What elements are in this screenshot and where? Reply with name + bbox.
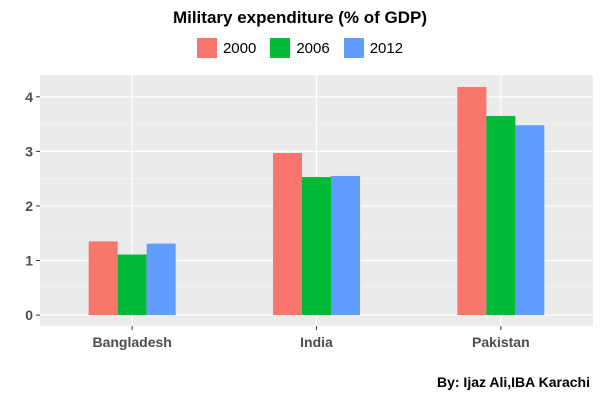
chart-title: Military expenditure (% of GDP) — [172, 8, 428, 27]
legend-label-2006: 2006 — [296, 39, 330, 57]
legend-item-2000: 2000 — [196, 38, 257, 58]
legend-key-2012 — [343, 38, 364, 58]
legend-key-2006 — [270, 38, 291, 58]
legend-label-2000: 2000 — [222, 39, 257, 57]
bar-pakistan-2006 — [486, 115, 516, 316]
legend-label-2012: 2012 — [369, 39, 404, 57]
y-tick-label: 4 — [25, 89, 33, 105]
legend-key-2000 — [196, 38, 217, 58]
bar-bangladesh-2006 — [117, 254, 147, 316]
y-tick-label: 1 — [25, 253, 33, 269]
bar-india-2000 — [273, 153, 302, 316]
y-tick-label: 3 — [25, 143, 33, 159]
bar-pakistan-2000 — [457, 87, 487, 316]
bar-pakistan-2012 — [515, 125, 545, 316]
bar-bangladesh-2000 — [88, 241, 118, 316]
legend-item-2012: 2012 — [343, 38, 404, 58]
y-tick-label: 0 — [25, 307, 33, 323]
x-tick-label-bangladesh: Bangladesh — [92, 334, 171, 350]
bar-bangladesh-2012 — [146, 243, 176, 316]
legend-item-2006: 2006 — [270, 38, 330, 58]
legend: 2000 2006 2012 — [0, 38, 600, 58]
bar-india-2012 — [331, 175, 360, 316]
y-tick-label: 2 — [25, 198, 33, 214]
x-tick-label-india: India — [300, 334, 333, 350]
caption: By: Ijaz Ali,IBA Karachi — [436, 374, 590, 390]
bar-india-2006 — [302, 177, 331, 316]
x-tick-label-pakistan: Pakistan — [472, 334, 530, 350]
